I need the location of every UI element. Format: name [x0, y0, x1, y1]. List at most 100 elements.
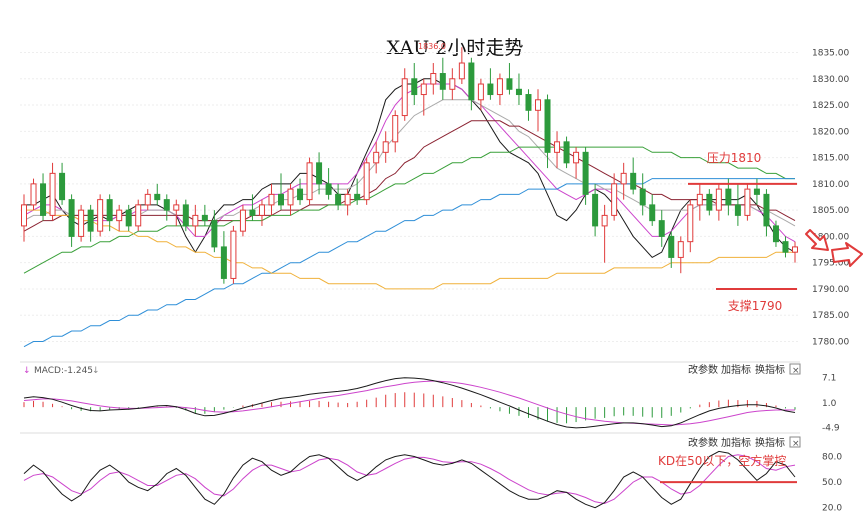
kd-d-line: [23, 454, 796, 505]
kd-params-button[interactable]: 改参数: [688, 436, 718, 449]
candle-body: [230, 230, 237, 279]
candle-body: [373, 151, 380, 164]
macd-tick-label: 7.1: [822, 374, 836, 384]
candle-body: [306, 162, 313, 201]
macd-close-icon[interactable]: [789, 363, 801, 375]
candle-body: [449, 78, 456, 90]
macd-label: MACD:-1.245: [34, 366, 93, 376]
switch-indicator-button[interactable]: 换指标: [755, 363, 785, 376]
candle-body: [658, 220, 665, 237]
moving-average-line: [24, 209, 795, 290]
candle-body: [211, 220, 218, 248]
macd-arrow-right: ↓: [92, 366, 100, 376]
moving-average-line: [23, 120, 796, 232]
price-tick-label: 1815.00: [812, 154, 849, 164]
moving-average-line: [23, 99, 796, 227]
kd-switch-indicator-button[interactable]: 换指标: [755, 436, 785, 449]
candle-body: [249, 209, 256, 216]
moving-average-line: [24, 78, 796, 259]
macd-close-glyph: ×: [792, 366, 800, 376]
candle-body: [144, 193, 151, 206]
kd-add-indicator-button[interactable]: 加指标: [721, 436, 751, 449]
candle-body: [496, 78, 503, 96]
candle-body: [258, 204, 265, 216]
macd-arrow-left: ↓: [23, 366, 31, 376]
kd-note: KD在50以下，空方掌控: [658, 453, 786, 468]
price-tick-label: 1790.00: [812, 285, 849, 295]
candle-body: [639, 188, 646, 206]
price-tick-label: 1780.00: [812, 337, 849, 347]
candle-body: [97, 199, 104, 232]
macd-dea-line: [23, 380, 795, 426]
down-arrow-icon: [805, 229, 829, 251]
candle-body: [201, 214, 208, 222]
price-tick-label: 1805.00: [812, 206, 849, 216]
candle-body: [677, 241, 684, 258]
candle-body: [354, 193, 361, 201]
candle-body: [401, 78, 408, 117]
candle-body: [753, 188, 760, 195]
kd-toolbar: 改参数 加指标 换指标 ×: [688, 436, 801, 449]
params-button[interactable]: 改参数: [688, 363, 718, 376]
candle-body: [506, 78, 513, 90]
candle-body: [782, 241, 789, 253]
price-tick-label: 1825.00: [812, 101, 849, 111]
candle-body: [515, 88, 522, 96]
candle-body: [525, 94, 532, 111]
candle-body: [78, 209, 85, 237]
price-tick-label: 1800.00: [812, 232, 849, 242]
candle-body: [154, 193, 161, 201]
chart-title: XAU 2小时走势: [387, 37, 524, 59]
candle-body: [563, 141, 570, 164]
macd-dif-line: [23, 377, 796, 429]
candle-body: [21, 204, 27, 227]
candle-body: [182, 204, 189, 227]
candle-body: [630, 172, 637, 190]
candle-body: [477, 83, 484, 101]
price-tick-label: 1835.00: [812, 49, 849, 59]
candle-body: [649, 204, 656, 222]
candle-body: [363, 162, 370, 201]
candle-body: [173, 204, 180, 211]
candle-body: [297, 188, 304, 201]
kd-close-icon[interactable]: [789, 436, 801, 448]
candle-body: [239, 209, 246, 232]
right-arrow-icon: [831, 242, 863, 267]
kd-tick-label: 20.0: [822, 504, 842, 514]
price-tick-label: 1785.00: [812, 311, 849, 321]
price-tick-label: 1795.00: [812, 259, 849, 269]
candle-body: [163, 199, 170, 211]
candle-body: [420, 83, 427, 96]
candle-body: [268, 193, 275, 206]
kd-tick-label: 50.0: [822, 478, 842, 488]
candle-body: [582, 151, 589, 195]
candle-body: [316, 162, 323, 185]
candle-body: [87, 209, 94, 232]
candle-body: [59, 172, 66, 201]
candle-body: [335, 193, 342, 206]
resistance-label: 压力1810: [707, 151, 762, 165]
candle-body: [439, 73, 446, 90]
candle-body: [287, 188, 294, 206]
candle-body: [792, 246, 798, 253]
macd-tick-label: 1.0: [822, 399, 837, 409]
candle-body: [344, 193, 351, 206]
candle-body: [106, 199, 113, 222]
macd-tick-label: -4.9: [822, 423, 840, 433]
peak-price-label: 1836.0: [418, 42, 446, 51]
candle-body: [30, 183, 37, 206]
candle-body: [458, 62, 465, 80]
add-indicator-button[interactable]: 加指标: [721, 363, 751, 376]
candle-body: [687, 204, 694, 243]
candle-body: [430, 73, 437, 85]
candle-body: [734, 204, 741, 216]
price-tick-label: 1820.00: [812, 127, 849, 137]
candle-body: [382, 141, 389, 153]
candle-body: [49, 172, 56, 216]
candle-body: [725, 188, 732, 206]
macd-panel: ↓ MACD:-1.245 ↓ 改参数 加指标 换指标 × 7.1 1.0 -4.9: [23, 363, 840, 433]
candle-body: [592, 193, 599, 227]
candle-body: [135, 204, 142, 227]
kd-panel: 改参数 加指标 换指标 × 80.0 50.0 20.0 KD在50以下，空方掌控: [23, 436, 842, 514]
